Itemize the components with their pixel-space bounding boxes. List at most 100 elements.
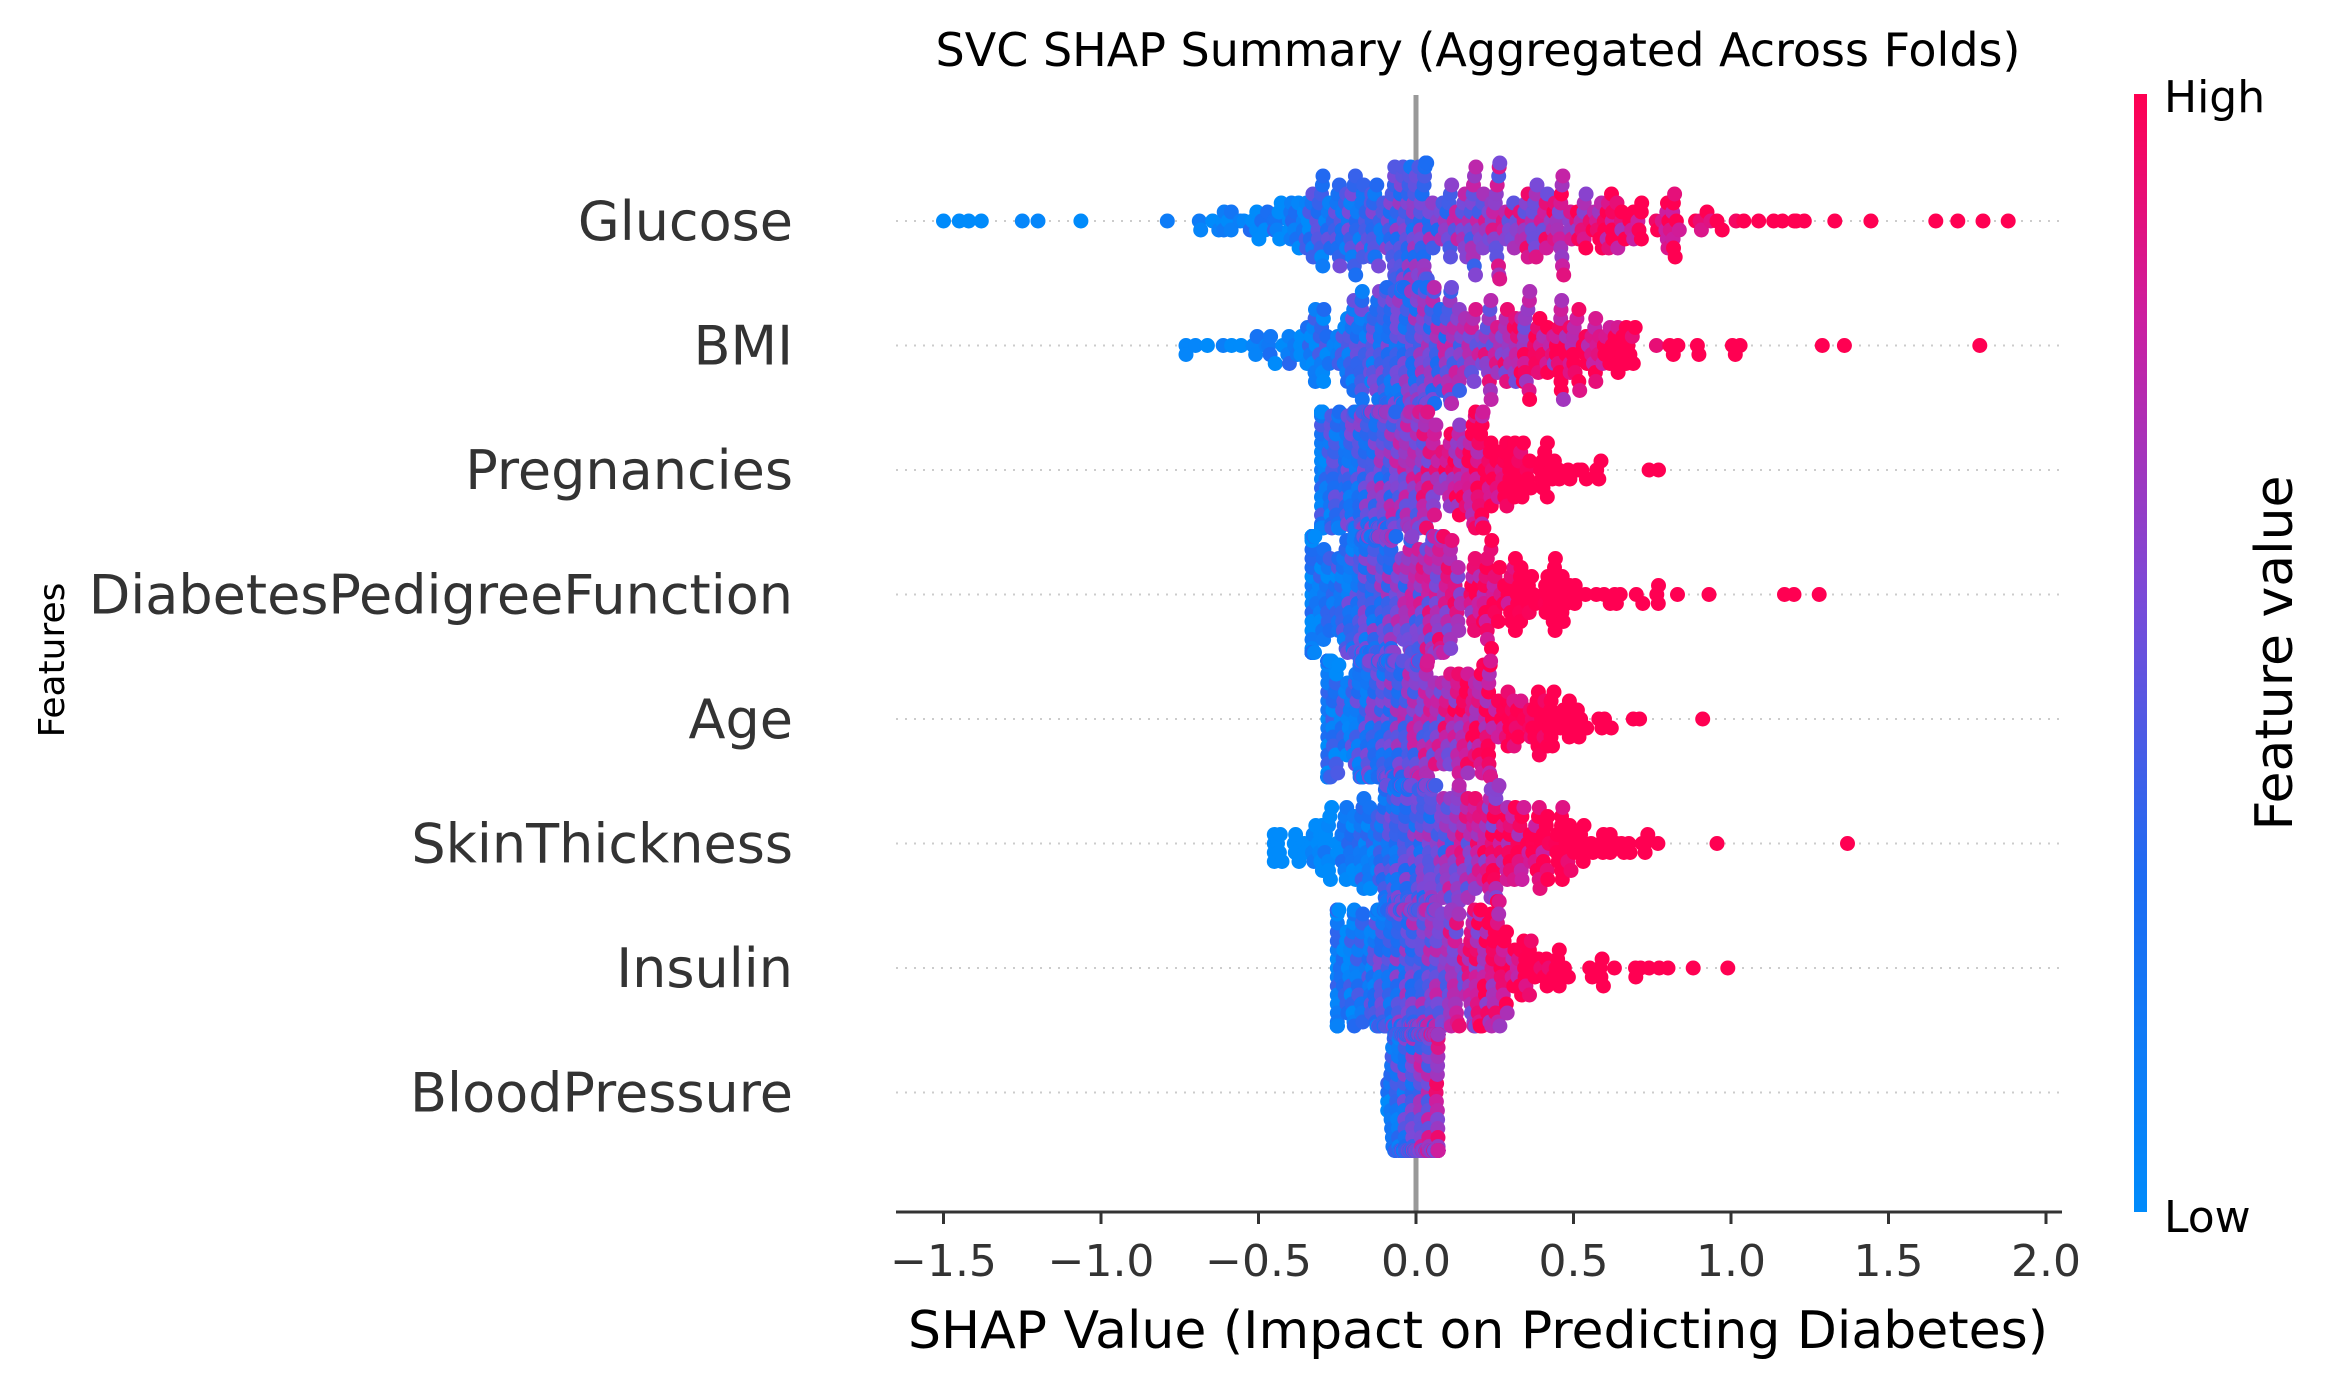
shap-point: [1515, 435, 1531, 451]
shap-point: [1324, 800, 1340, 815]
shap-point: [1514, 872, 1530, 887]
shap-point: [1528, 249, 1544, 265]
shap-point: [1267, 356, 1283, 371]
shap-point: [1539, 489, 1555, 505]
shap-point: [1444, 280, 1459, 295]
shap-point: [1637, 845, 1653, 860]
shap-point: [1671, 222, 1687, 238]
shap-point: [1667, 249, 1683, 265]
shap-point: [1188, 338, 1203, 353]
shap-point: [1468, 302, 1484, 317]
shap-point: [1332, 258, 1348, 274]
shap-point: [1571, 302, 1587, 317]
shap-point: [1576, 818, 1592, 833]
colorbar: [2134, 94, 2147, 1212]
shap-point: [1322, 872, 1338, 887]
shap-point: [1451, 623, 1467, 638]
shap-point: [1950, 213, 1966, 229]
shap-point: [1331, 657, 1347, 673]
x-tick-label: −0.5: [1205, 1236, 1312, 1287]
shap-point: [1428, 417, 1444, 433]
shap-point: [1030, 213, 1046, 229]
shap-point: [1014, 213, 1030, 229]
shap-point: [1484, 533, 1500, 548]
shap-point: [2000, 213, 2016, 229]
shap-point: [1651, 462, 1666, 478]
shap-point: [1670, 587, 1685, 602]
shap-point: [1452, 383, 1467, 398]
shap-point: [1588, 374, 1604, 389]
x-axis-ticks: −1.5 −1.0 −0.5 0.0 0.5 1.0 1.5 2.0: [890, 1212, 2081, 1287]
shap-point: [1593, 453, 1609, 469]
shap-point: [1450, 560, 1466, 575]
shap-point: [1428, 778, 1444, 793]
shap-point: [1840, 836, 1855, 851]
shap-point: [1443, 641, 1459, 656]
shap-point: [1513, 560, 1529, 575]
shap-point: [1483, 392, 1499, 407]
shap-point: [1371, 258, 1387, 274]
shap-point: [1354, 284, 1370, 299]
shap-point: [1420, 404, 1436, 420]
shap-point: [1928, 213, 1944, 229]
shap-point: [1555, 168, 1571, 184]
x-tick-label: 2.0: [2011, 1236, 2081, 1287]
shap-point: [1491, 906, 1507, 922]
shap-point: [1178, 347, 1194, 362]
shap-point: [1444, 533, 1460, 548]
shap-point: [1483, 293, 1499, 308]
shap-point: [1484, 641, 1499, 656]
shap-point: [1522, 284, 1538, 299]
shap-point: [1632, 711, 1648, 727]
shap-point: [1523, 933, 1539, 949]
colorbar-low-label: Low: [2164, 1192, 2251, 1243]
x-tick-label: 0.0: [1381, 1236, 1451, 1287]
shap-point: [1588, 311, 1604, 326]
shap-point: [1547, 551, 1563, 566]
colorbar-title: Feature value: [2245, 475, 2305, 830]
shap-point: [1545, 738, 1560, 754]
x-tick-label: −1.5: [890, 1236, 997, 1287]
shap-point: [1388, 529, 1404, 544]
shap-point: [1355, 906, 1371, 922]
shap-point: [1272, 231, 1288, 247]
shap-point: [1578, 471, 1594, 487]
y-axis-label: Features: [32, 583, 73, 738]
shap-point: [1419, 155, 1435, 171]
shap-point: [1551, 942, 1567, 958]
shap-point: [1467, 551, 1483, 566]
shap-point: [1315, 258, 1331, 274]
shap-point: [1404, 529, 1420, 544]
shap-point: [1491, 778, 1507, 793]
shap-point: [1539, 435, 1555, 451]
shap-point: [1199, 338, 1215, 353]
shap-point: [1451, 906, 1467, 922]
shap-point: [1606, 960, 1622, 976]
feature-label: Insulin: [616, 937, 793, 1000]
shap-point: [1274, 854, 1290, 869]
shap-point: [1594, 951, 1610, 967]
shap-point: [1316, 302, 1332, 317]
shap-point: [1627, 320, 1643, 335]
shap-point: [1452, 417, 1468, 433]
shap-point: [1693, 222, 1709, 238]
chart-title: SVC SHAP Summary (Aggregated Across Fold…: [936, 23, 2021, 77]
shap-point: [1774, 213, 1790, 229]
shap-point: [1524, 569, 1540, 584]
shap-point: [1595, 978, 1611, 994]
shap-point: [1388, 404, 1404, 420]
shap-point: [1633, 231, 1649, 247]
shap-point: [1522, 392, 1538, 407]
shap-point: [1499, 924, 1514, 940]
shap-point: [1670, 338, 1686, 353]
shap-point: [1546, 684, 1562, 700]
shap-point: [1622, 845, 1638, 860]
shap-point: [1490, 614, 1506, 629]
shap-point: [1603, 720, 1619, 736]
shap-point: [1307, 529, 1323, 544]
shap-point: [1751, 213, 1767, 229]
shap-point: [1427, 507, 1442, 523]
shap-point: [1863, 213, 1879, 229]
shap-point: [1651, 578, 1666, 593]
